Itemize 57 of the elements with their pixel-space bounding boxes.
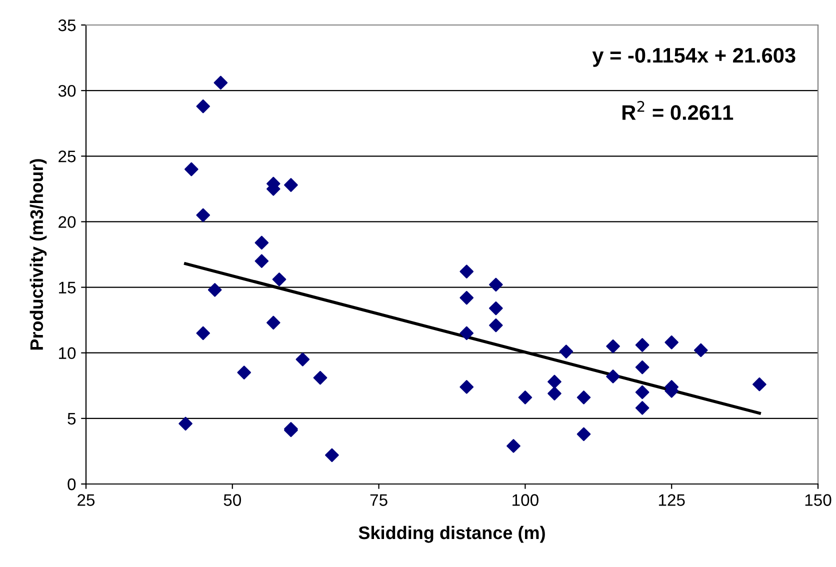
point (635, 338, 650, 352)
point (196, 326, 210, 340)
point (254, 254, 269, 268)
y-tick-label: 15 (59, 282, 76, 294)
point (313, 370, 328, 385)
y-tick-label: 0 (68, 478, 76, 490)
point (266, 316, 280, 330)
point (576, 390, 591, 404)
point (296, 352, 310, 366)
point (606, 339, 620, 354)
x-tick-label: 150 (805, 494, 832, 506)
point (635, 360, 650, 374)
x-tick-label: 100 (512, 494, 538, 506)
point (254, 236, 269, 250)
x-tick-label: 125 (658, 494, 685, 506)
point (635, 385, 650, 400)
point (196, 99, 210, 114)
point (460, 326, 474, 340)
point (576, 427, 591, 442)
point (325, 448, 339, 462)
x-axis-title: Skidding distance (m) (358, 526, 545, 543)
x-tick-label: 25 (78, 494, 95, 506)
y-tick-label: 5 (68, 413, 76, 425)
point (489, 278, 503, 292)
x-tick-label: 75 (370, 494, 388, 506)
point (489, 301, 503, 316)
point (460, 290, 474, 305)
y-tick-label: 20 (58, 216, 76, 228)
point (460, 380, 474, 394)
point (694, 343, 708, 358)
point (548, 374, 562, 389)
annotation: y = -0.1154x + 21.603 (592, 48, 796, 67)
point (559, 344, 574, 358)
point (506, 439, 520, 453)
point (284, 178, 298, 192)
y-axis-title: Productivity (m3/hour) (30, 159, 47, 350)
point (208, 283, 222, 297)
point (178, 416, 192, 431)
point (272, 272, 286, 286)
point (237, 366, 252, 380)
y-tick-label: 10 (59, 347, 76, 360)
annotation: R$^{2}$ = 0.2611 (622, 100, 734, 120)
y-tick-label: 25 (58, 150, 76, 162)
y-tick-label: 35 (58, 19, 76, 32)
point (752, 377, 766, 392)
point (184, 162, 198, 176)
point (635, 401, 650, 415)
point (489, 318, 503, 332)
point (606, 370, 620, 384)
point (460, 264, 474, 278)
y-tick-label: 30 (58, 84, 76, 97)
point (548, 386, 562, 400)
x-tick-label: 50 (224, 494, 242, 506)
point (518, 390, 532, 404)
point (196, 208, 210, 222)
point (664, 335, 679, 350)
point (214, 76, 228, 90)
